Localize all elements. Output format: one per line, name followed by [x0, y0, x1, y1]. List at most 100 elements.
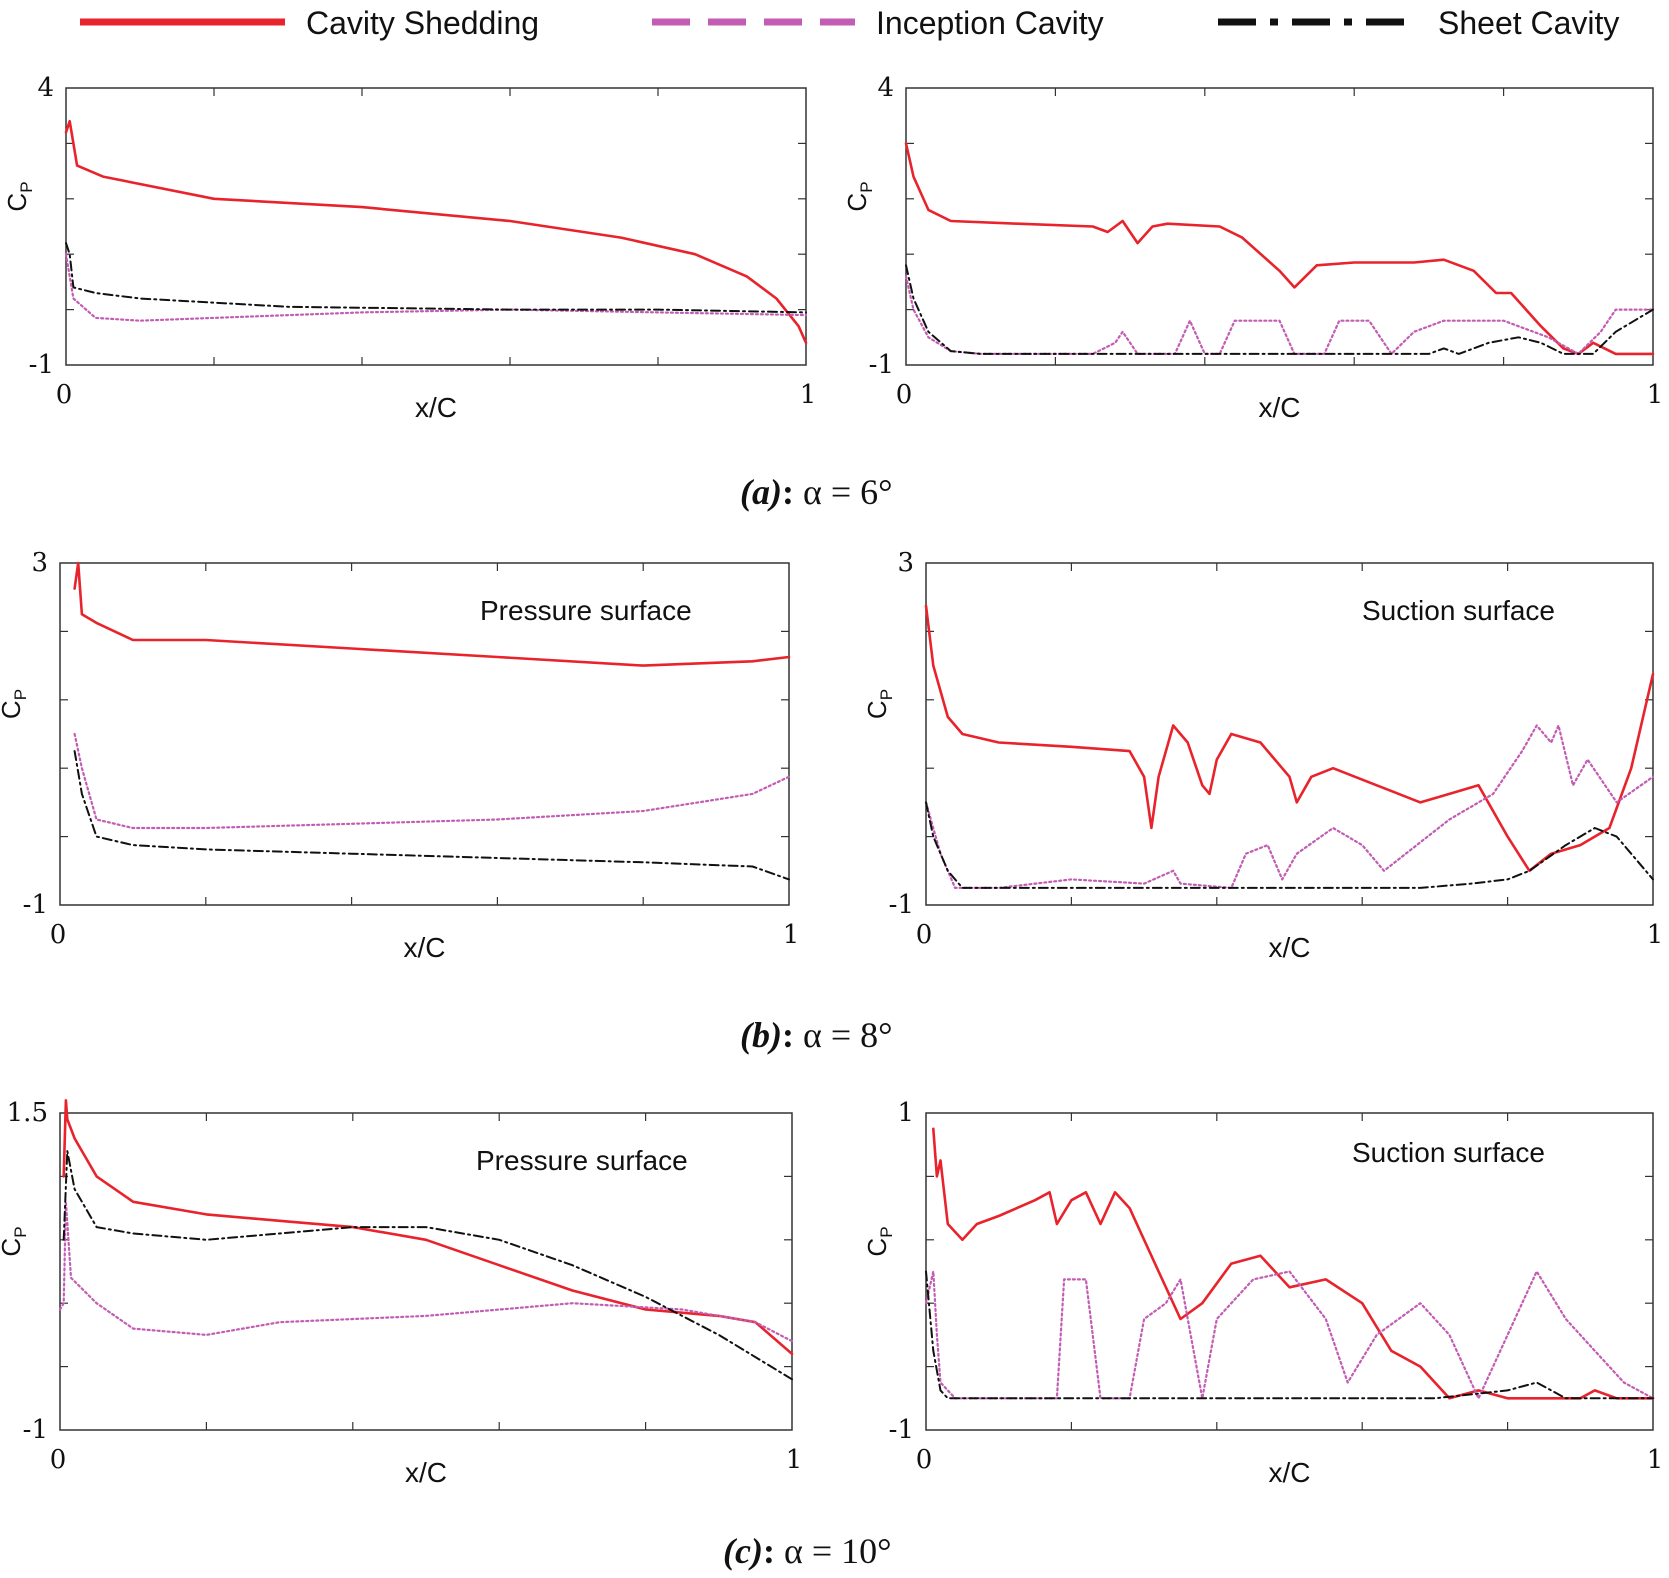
y-tick-label-top: 1: [897, 1098, 914, 1128]
caption-b-alpha: α = 8°: [794, 1015, 893, 1055]
series-line-inception-cavity: [73, 732, 791, 830]
y-tick-label-top: 3: [31, 548, 48, 578]
y-axis-label-sub: P: [877, 1226, 896, 1237]
chart-panel-a-right: 4 -10 1 x/C CP: [842, 73, 1663, 423]
x-tick-label-1: 1: [800, 380, 817, 410]
caption-b-letter: b: [752, 1015, 770, 1055]
y-axis-label: CP: [842, 181, 876, 211]
surface-annotation: Suction surface: [1362, 595, 1555, 626]
surface-annotation: Suction surface: [1352, 1137, 1545, 1168]
y-tick-label-bottom: -1: [889, 890, 914, 920]
series-line-cavity-shedding: [64, 119, 808, 345]
chart-panel-a-left: 4 -10 1 x/C CP: [2, 73, 816, 423]
x-tick-label-0: 0: [56, 380, 73, 410]
caption-a-letter: a: [752, 472, 770, 512]
series-line-inception-cavity: [904, 275, 1655, 355]
series-line-cavity-shedding: [924, 604, 1655, 873]
series-line-inception-cavity: [64, 253, 808, 322]
x-axis-label: x/C: [1269, 1457, 1311, 1488]
series-line-sheet-cavity: [73, 750, 790, 881]
caption-c-letter: c: [735, 1531, 751, 1571]
caption-c-alpha: α = 10°: [775, 1531, 892, 1571]
x-axis-label: x/C: [415, 392, 457, 423]
series-line-inception-cavity: [924, 724, 1655, 889]
chart-panel-b-right: 3 -10 1 x/C CP Suction surface: [862, 548, 1663, 963]
caption-a: (a): α = 6°: [740, 472, 893, 512]
plot-frame: [65, 87, 807, 366]
caption-b: (b): α = 8°: [740, 1015, 893, 1055]
y-axis-label-main: C: [0, 700, 26, 719]
chart-panel-b-left: 3 -10 1 x/C CP Pressure surface: [0, 548, 799, 963]
series-line-inception-cavity: [924, 1270, 1655, 1400]
caption-c-open: (: [723, 1531, 738, 1571]
caption-a-open: (: [740, 472, 755, 512]
y-axis-label-main: C: [862, 700, 892, 719]
y-axis-label: CP: [0, 689, 30, 719]
y-tick-label-top: 4: [877, 73, 894, 103]
surface-annotation: Pressure surface: [476, 1145, 688, 1176]
caption-a-alpha: α = 6°: [794, 472, 893, 512]
y-axis-label: CP: [862, 689, 896, 719]
y-tick-label-bottom: -1: [889, 1415, 914, 1445]
surface-annotation: Pressure surface: [480, 595, 692, 626]
series-line-sheet-cavity: [65, 242, 807, 314]
caption-b-colon: :: [782, 1015, 794, 1055]
y-axis-label: CP: [0, 1226, 30, 1256]
x-tick-label-1: 1: [1647, 920, 1664, 950]
legend-label-sheet-cavity: Sheet Cavity: [1438, 5, 1619, 41]
x-axis-label: x/C: [1259, 392, 1301, 423]
caption-b-close: ): [767, 1015, 782, 1055]
plot-frame: [59, 562, 790, 906]
series-line-cavity-shedding: [73, 561, 791, 667]
x-axis-label: x/C: [404, 932, 446, 963]
x-axis-label: x/C: [405, 1457, 447, 1488]
y-tick-label-top: 3: [897, 548, 914, 578]
y-axis-label-main: C: [0, 1238, 26, 1257]
chart-panel-c-left: 1.5 -10 1 x/C CP Pressure surface: [0, 1098, 802, 1488]
y-tick-label-top: 1.5: [7, 1098, 48, 1128]
y-tick-label-bottom: -1: [869, 350, 894, 380]
x-tick-label-1: 1: [1647, 1445, 1664, 1475]
series-line-sheet-cavity: [925, 1270, 1654, 1400]
chart-panel-c-right: 1 -10 1 x/C CP Suction surface: [862, 1098, 1663, 1488]
y-axis-label: CP: [2, 181, 36, 211]
y-axis-label-sub: P: [11, 689, 30, 700]
x-tick-label-0: 0: [896, 380, 913, 410]
caption-a-close: ): [767, 472, 782, 512]
y-axis-label-sub: P: [11, 1226, 30, 1237]
plot-frame: [905, 87, 1654, 366]
series-line-inception-cavity: [58, 1200, 794, 1343]
y-axis-label: CP: [862, 1226, 896, 1256]
y-tick-label-bottom: -1: [29, 350, 54, 380]
y-tick-label-bottom: -1: [23, 1415, 48, 1445]
plot-frame: [925, 562, 1654, 906]
x-tick-label-1: 1: [783, 920, 800, 950]
y-axis-label-sub: P: [17, 181, 36, 192]
y-tick-label-top: 4: [37, 73, 54, 103]
series-line-sheet-cavity: [925, 801, 1654, 889]
plot-frame: [59, 1112, 793, 1431]
legend-label-cavity-shedding: Cavity Shedding: [306, 5, 539, 41]
caption-b-open: (: [740, 1015, 755, 1055]
series-line-sheet-cavity: [62, 1150, 793, 1381]
legend-label-inception-cavity: Inception Cavity: [876, 5, 1104, 41]
y-axis-label-sub: P: [857, 181, 876, 192]
y-axis-label-main: C: [862, 1238, 892, 1257]
y-axis-label-main: C: [2, 193, 32, 212]
caption-c-close: ): [748, 1531, 763, 1571]
y-tick-label-bottom: -1: [23, 890, 48, 920]
x-tick-label-1: 1: [1647, 380, 1664, 410]
x-tick-label-1: 1: [786, 1445, 803, 1475]
series-line-sheet-cavity: [905, 264, 1654, 355]
series-line-cavity-shedding: [904, 142, 1655, 356]
x-tick-label-0: 0: [916, 1445, 933, 1475]
x-tick-label-0: 0: [916, 920, 933, 950]
y-axis-label-main: C: [842, 193, 872, 212]
y-axis-label-sub: P: [877, 689, 896, 700]
series-line-cavity-shedding: [62, 1099, 794, 1356]
x-tick-label-0: 0: [50, 1445, 67, 1475]
caption-c: (c): α = 10°: [723, 1531, 892, 1571]
x-tick-label-0: 0: [50, 920, 67, 950]
caption-a-colon: :: [782, 472, 794, 512]
